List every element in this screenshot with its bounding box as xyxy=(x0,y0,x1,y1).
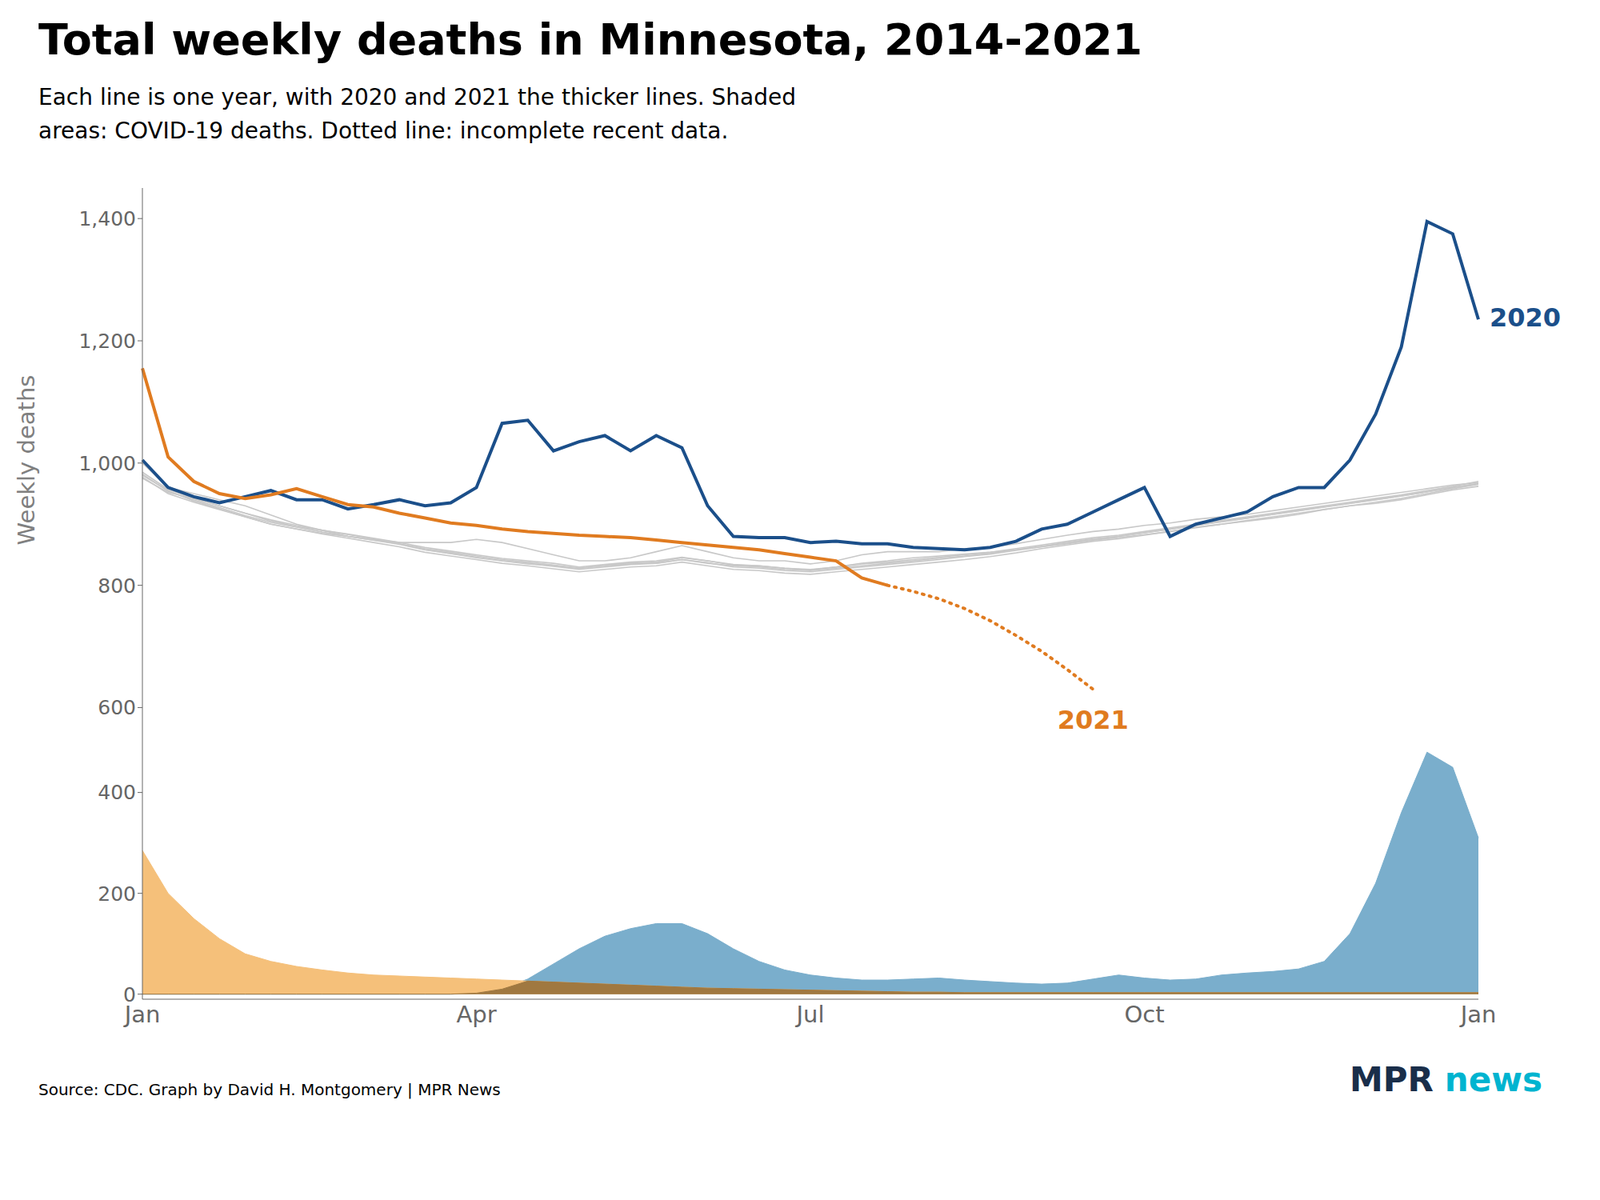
svg-text:Oct: Oct xyxy=(1124,1000,1164,1028)
html-text:Source: CDC. Graph by David H.: Source: CDC. Graph by David H. Montgomer… xyxy=(38,1079,501,1100)
svg-text:600: 600 xyxy=(97,696,136,720)
html-text:MPR news: MPR news xyxy=(1349,1059,1543,1100)
svg-text:Weekly deaths: Weekly deaths xyxy=(12,374,40,545)
svg-text:800: 800 xyxy=(97,573,136,597)
svg-text:1,200: 1,200 xyxy=(78,329,136,353)
svg-text:0: 0 xyxy=(123,982,136,1006)
svg-text:Jul: Jul xyxy=(795,1000,825,1028)
svg-text:1,000: 1,000 xyxy=(78,451,136,475)
html-text:areas: COVID-19 deaths. Dotted: areas: COVID-19 deaths. Dotted line: inc… xyxy=(38,117,729,144)
svg-text:400: 400 xyxy=(97,780,136,804)
svg-text:1,400: 1,400 xyxy=(78,207,136,231)
svg-text:Jan: Jan xyxy=(1459,1000,1497,1028)
svg-text:2020: 2020 xyxy=(1489,302,1561,333)
svg-text:2021: 2021 xyxy=(1057,704,1129,732)
html-text:Each line is one year, with 20: Each line is one year, with 2020 and 202… xyxy=(38,83,796,111)
html-text:Total weekly deaths in Minneso: Total weekly deaths in Minnesota, 2014-2… xyxy=(38,14,1143,65)
svg-text:Jan: Jan xyxy=(124,1000,161,1028)
svg-text:200: 200 xyxy=(97,881,136,905)
svg-text:Apr: Apr xyxy=(456,1000,496,1028)
